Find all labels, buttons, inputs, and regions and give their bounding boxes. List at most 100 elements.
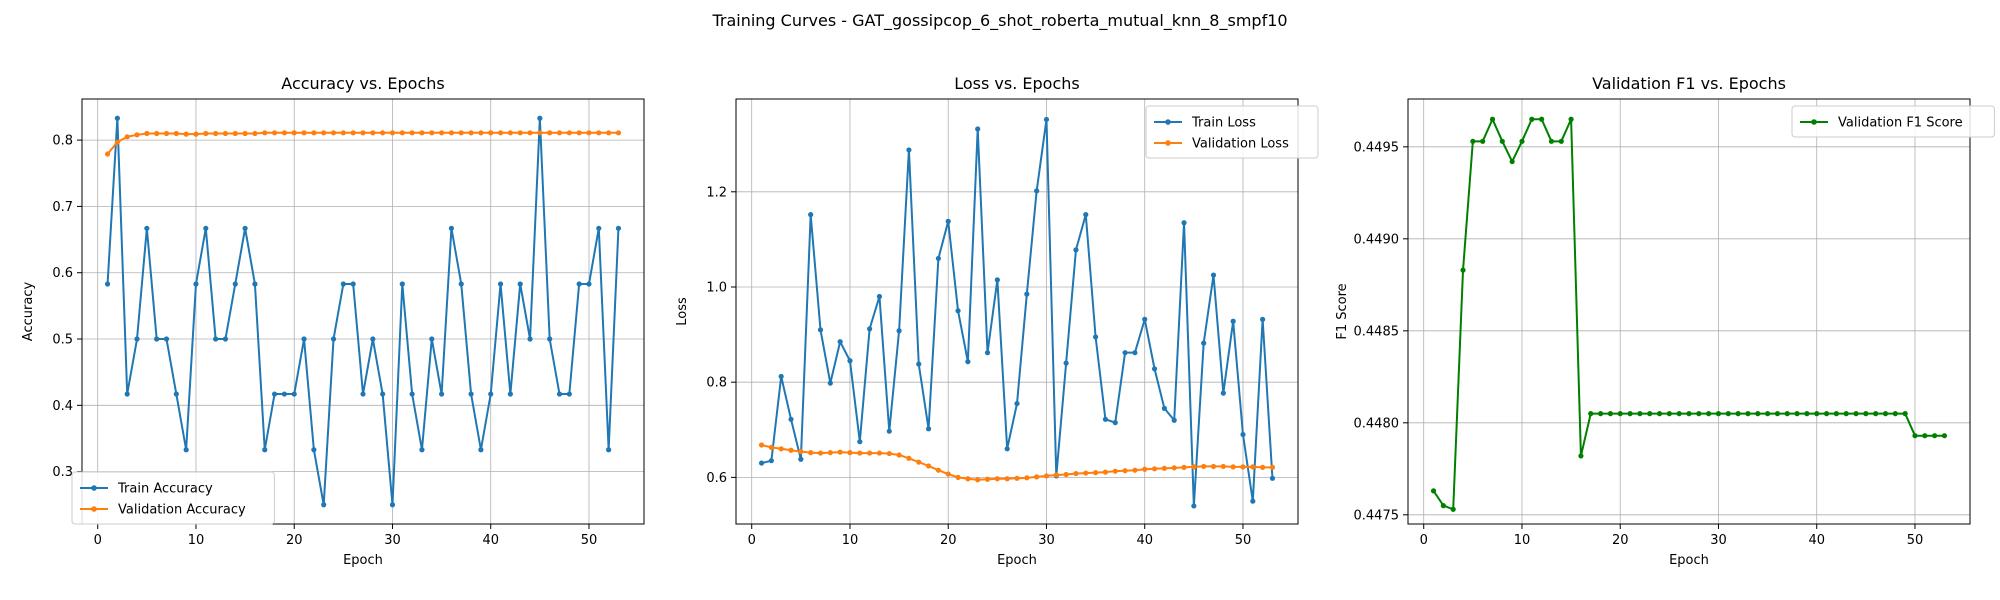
data-point [448,225,455,231]
data-point [586,130,592,136]
data-point [847,358,853,364]
data-point [975,126,981,132]
data-point [1043,116,1050,123]
y-tick-label: 0.5 [52,333,73,348]
data-point [1142,316,1148,322]
panel-1: 0 10 20 30 40 50 0.3 0.4 0.5 0.6 0.7 0.8 Accuracy vs… [21,74,645,568]
x-tick-label: 40 [1808,533,1825,548]
data-point [906,455,912,461]
data-point [213,336,219,342]
data-point [1804,411,1810,417]
data-point [837,449,843,455]
data-point [1430,488,1437,494]
data-point [1539,116,1545,122]
y-tick-label: 0.4480 [1354,416,1400,431]
data-point [1024,475,1030,481]
data-point [556,391,563,397]
data-point [399,130,405,136]
data-point [301,336,307,342]
data-point [1519,138,1525,144]
data-point [1440,503,1446,509]
y-tick-label: 0.7 [52,200,73,215]
data-point [1450,506,1456,512]
data-point [1941,433,1948,439]
data-point [321,130,327,136]
legend-box [1145,105,1319,159]
x-tick-label: 20 [286,533,303,548]
data-point [1784,411,1790,417]
data-point [955,308,961,314]
y-tick-label: 0.6 [706,471,727,486]
data-point [419,130,425,136]
legend-label: Validation F1 Score [1838,116,1963,131]
data-point [1093,334,1099,340]
data-point [360,130,366,136]
data-point [448,130,455,136]
data-point [1755,411,1761,417]
data-point [271,130,278,136]
data-point [1053,472,1059,478]
data-point [1250,464,1256,470]
data-point [193,281,199,287]
data-point [1460,267,1466,273]
data-point [429,130,435,136]
chart-title: Loss vs. Epochs [954,74,1079,93]
data-point [203,130,209,137]
data-point [104,151,111,157]
data-point [1102,469,1109,475]
data-point [389,502,396,508]
data-point [252,281,258,287]
data-point [124,391,130,397]
data-point [497,130,504,136]
data-point [596,130,602,136]
y-tick-label: 0.4490 [1354,232,1400,247]
data-point [1548,138,1555,144]
data-point [788,447,794,453]
data-point [778,446,784,452]
data-point [262,130,268,136]
data-point [1230,318,1236,324]
data-point [847,450,853,456]
data-point [262,447,268,453]
data-point [1004,476,1010,482]
data-point [1843,411,1849,417]
data-point [1627,411,1633,417]
data-point [945,471,951,477]
x-tick-label: 0 [748,533,756,548]
data-point [517,281,523,287]
y-tick-label: 0.4475 [1354,508,1400,523]
data-point [1902,411,1908,417]
legend-label: Train Accuracy [117,482,213,497]
data-point [350,130,356,136]
data-point [340,130,346,136]
data-point [1260,316,1266,322]
data-point [1014,475,1020,481]
data-point [1912,433,1918,439]
data-point [1240,431,1246,438]
data-point [144,225,150,231]
data-point [419,447,425,453]
x-tick-label: 0 [94,533,102,548]
x-axis-label: Epoch [1669,553,1709,568]
data-point [768,444,774,450]
data-point [311,447,317,453]
data-point [788,416,794,422]
data-point [1617,411,1623,417]
data-point [1181,220,1187,226]
data-point [1715,411,1722,417]
series-line-train-accuracy [106,118,620,505]
data-point [1240,464,1246,470]
data-point [1034,474,1040,480]
data-point [857,450,863,456]
data-point [1181,464,1187,470]
data-point [1083,212,1089,218]
legend-box [71,471,275,525]
data-point [183,447,189,453]
data-point [497,281,504,287]
legend: Train Accuracy Validation Accuracy [71,471,275,525]
data-point [1666,411,1672,417]
chart-title: Validation F1 vs. Epochs [1592,74,1786,93]
data-point [1558,138,1564,144]
